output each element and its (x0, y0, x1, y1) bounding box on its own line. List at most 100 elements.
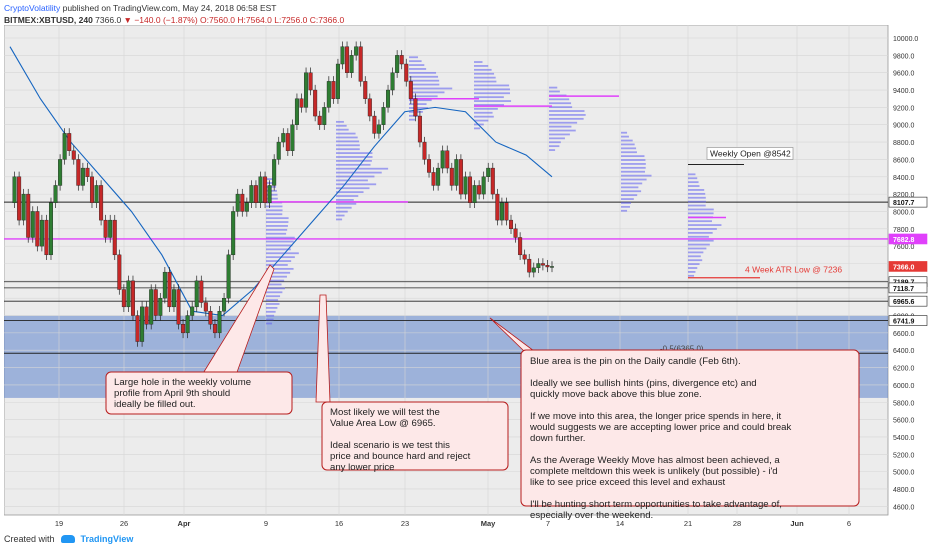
price-tag (888, 295, 928, 307)
volume-bar (336, 167, 389, 170)
note-text: ideally be filled out. (114, 399, 196, 410)
candle-body (203, 302, 208, 312)
price-tag (888, 196, 928, 208)
candle-body (194, 280, 199, 308)
volume-bar (474, 92, 510, 95)
volume-bar (688, 251, 704, 254)
volume-bar (549, 149, 556, 151)
volume-bar (549, 102, 572, 105)
volume-bar (549, 110, 585, 112)
volume-bar (621, 170, 645, 173)
volume-bar (266, 283, 282, 286)
candle-body (244, 202, 249, 212)
note-box-large-hole (105, 371, 293, 415)
candle-body (531, 267, 536, 273)
volume-bar (266, 193, 278, 196)
candle-body (326, 81, 331, 108)
volume-bar (266, 322, 273, 325)
y-tick-label: 7600.0 (893, 244, 915, 251)
y-tick-label: 5400.0 (893, 435, 915, 442)
volume-bar (688, 200, 706, 203)
volume-bar (266, 295, 281, 298)
volume-bar (266, 306, 278, 309)
volume-bar (409, 64, 425, 66)
volume-bar (621, 159, 646, 161)
candle-body (235, 193, 240, 212)
volume-bar (688, 267, 698, 269)
y-tick-label: 9600.0 (893, 71, 915, 78)
author-link[interactable]: CryptoVolatility (4, 3, 61, 13)
atr-low-label: 4 Week ATR Low @ 7236 (745, 265, 842, 275)
candle-body (176, 289, 181, 325)
candle-body (80, 167, 85, 186)
volume-bar (266, 267, 294, 270)
candle-body (299, 98, 304, 108)
candle-body (408, 81, 413, 99)
candle-body (217, 310, 222, 334)
volume-bar (409, 103, 427, 105)
volume-bar (621, 131, 628, 134)
volume-bar (266, 271, 291, 274)
candle-body (335, 63, 340, 99)
symbol-name: BITMEX:XBTUSD, 240 (4, 15, 93, 25)
candle-body (199, 280, 204, 303)
candle-body (495, 193, 500, 221)
x-tick-label: 16 (335, 519, 343, 528)
candle-body (345, 46, 350, 73)
candle-body (372, 115, 377, 134)
volume-bar (266, 303, 280, 305)
volume-bar (409, 68, 427, 70)
note-text: price and bounce hard and reject (330, 451, 471, 462)
volume-bar (336, 206, 352, 209)
volume-bar (336, 195, 359, 197)
volume-bar (688, 189, 705, 191)
volume-bar (474, 111, 493, 114)
candle-body (17, 176, 22, 221)
y-tick-label: 10000.0 (893, 36, 918, 43)
volume-bar (336, 159, 372, 162)
y-tick-label: 8000.0 (893, 209, 915, 216)
candle-body (481, 176, 486, 195)
volume-bar (336, 191, 364, 194)
candle-body (212, 324, 217, 334)
candle-body (126, 280, 131, 308)
volume-bar (688, 255, 701, 258)
volume-profile (266, 56, 726, 325)
candle-body (454, 159, 459, 186)
volume-bar (549, 86, 558, 89)
volume-bar (409, 71, 437, 74)
volume-bar (336, 124, 347, 127)
volume-bar (266, 252, 299, 255)
price-chart[interactable]: 4600.0 4800.0 5000.0 5200.0 5400.0 5600.0 5800… (4, 25, 930, 531)
candle-body (536, 263, 541, 269)
candle-body (363, 81, 368, 99)
y-tick-label: 5200.0 (893, 452, 915, 459)
volume-bar (336, 144, 360, 147)
candle-body (48, 202, 53, 256)
tradingview-brand[interactable]: TradingView (80, 534, 134, 544)
volume-bar (266, 205, 283, 208)
volume-bar (409, 87, 453, 90)
candle-body (71, 150, 76, 160)
volume-bar (549, 125, 572, 128)
candle-body (354, 46, 359, 56)
volume-bar (336, 148, 360, 151)
price-tag-label: 7118.7 (893, 286, 914, 293)
volume-bar (266, 244, 293, 247)
candle-body (294, 98, 299, 125)
candle-body (436, 167, 441, 186)
volume-bar (409, 60, 422, 63)
price-tag-label: 7682.8 (893, 237, 915, 244)
volume-bar (336, 210, 348, 213)
y-axis: 4600.0 4800.0 5000.0 5200.0 5400.0 5600.0 5800… (893, 36, 918, 511)
volume-bar (474, 84, 510, 87)
volume-bar (621, 202, 632, 204)
y-tick-label: 6200.0 (893, 366, 915, 373)
volume-bar (688, 259, 703, 262)
candle-body (522, 254, 527, 260)
volume-bar (336, 202, 357, 205)
volume-bar (336, 140, 360, 143)
weekly-open-box (706, 147, 794, 160)
volume-bar (266, 256, 295, 259)
